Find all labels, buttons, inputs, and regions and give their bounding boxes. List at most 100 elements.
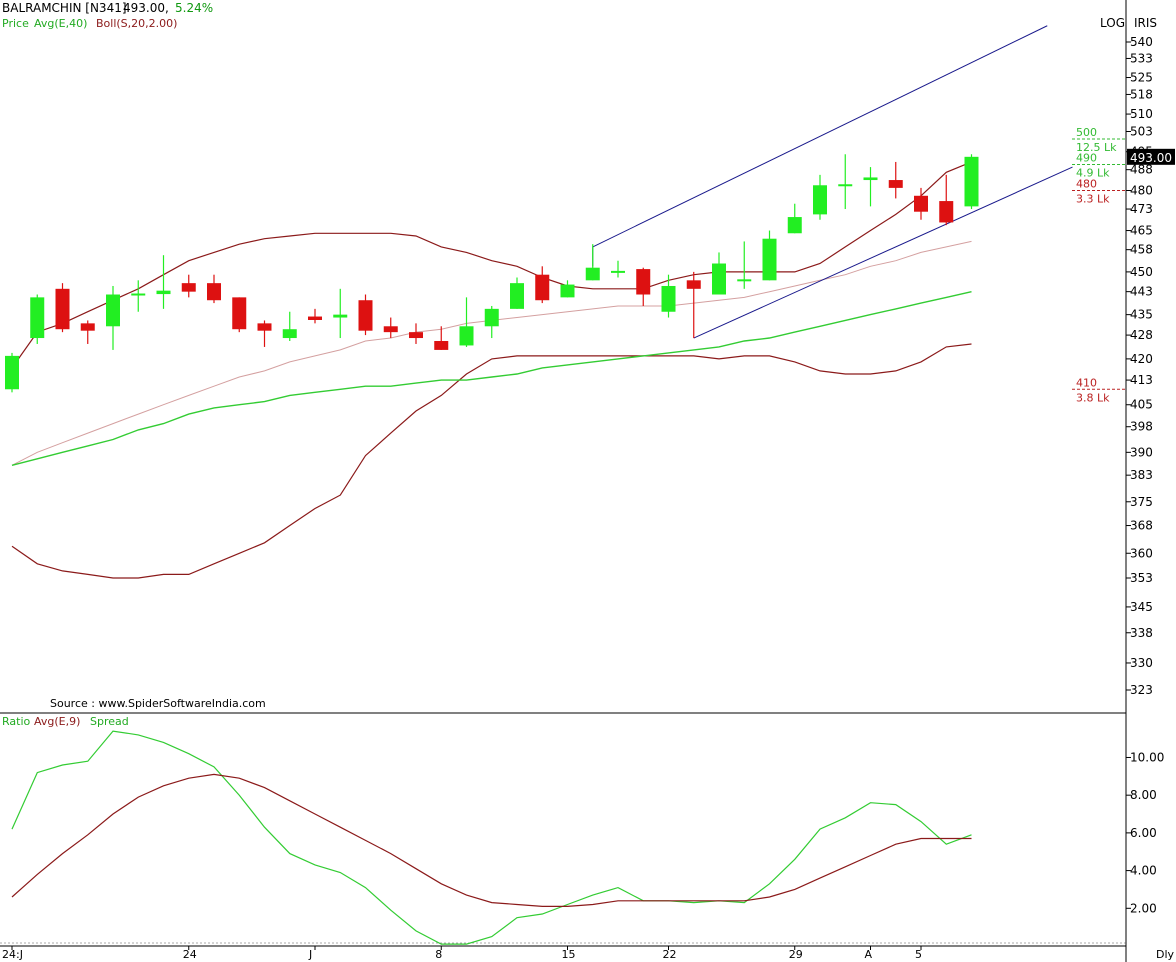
price-tick-label: 323 — [1130, 683, 1153, 697]
candle — [661, 274, 676, 318]
candle — [737, 241, 752, 289]
ratio-avg-line — [11, 773, 972, 908]
price-tick-label: 525 — [1130, 71, 1153, 85]
candle-body — [181, 283, 196, 292]
legend-ratio: Ratio — [2, 715, 31, 728]
change-label: 5.24% — [175, 1, 213, 15]
candle — [30, 294, 45, 344]
candle-body — [762, 238, 777, 281]
date-tick-label: 5 — [915, 948, 922, 961]
channel-upper-line — [592, 25, 1048, 248]
candle — [257, 320, 272, 347]
candle — [813, 174, 827, 220]
candle-body — [358, 300, 373, 331]
candle-body — [964, 156, 979, 207]
ratio-tick-label: 10.00 — [1130, 750, 1164, 764]
candle — [712, 252, 726, 295]
price-tick-label: 465 — [1130, 224, 1153, 238]
candle — [787, 203, 802, 234]
price-axis: 5405335255185105034954884804734654584504… — [1126, 35, 1175, 697]
price-tick-label: 330 — [1130, 656, 1153, 670]
candle — [964, 154, 979, 210]
candle-body — [308, 316, 322, 320]
price-label: 493.00, — [123, 1, 169, 15]
candle — [838, 154, 853, 210]
volume-profile-price: 500 — [1076, 126, 1097, 139]
candle — [106, 285, 120, 350]
ratio-tick-label: 8.00 — [1130, 788, 1157, 802]
candle-body — [80, 323, 95, 331]
candle — [333, 288, 348, 339]
price-tick-label: 353 — [1130, 571, 1153, 585]
candle-body — [257, 323, 272, 331]
price-tick-label: 360 — [1130, 546, 1153, 560]
candle-body — [434, 340, 449, 350]
price-tick-label: 368 — [1130, 519, 1153, 533]
channel-lower-line — [693, 166, 1073, 339]
candle — [55, 283, 70, 333]
legend-avg: Avg(E,40) — [34, 17, 87, 30]
scale-mode-label[interactable]: LOG — [1100, 16, 1125, 30]
candle-body — [510, 283, 524, 309]
candle-body — [939, 201, 954, 223]
candle-body — [333, 314, 348, 318]
date-axis: 24:J 24 J 8 15 22 29 A 5 — [2, 946, 922, 961]
candle-body — [156, 290, 171, 295]
price-tick-label: 510 — [1130, 107, 1153, 121]
price-tick-label: 480 — [1130, 184, 1153, 198]
legend-ratio-avg: Avg(E,9) — [34, 715, 80, 728]
price-tick-label: 503 — [1130, 124, 1153, 138]
candle — [207, 274, 221, 304]
legend-boll: Boll(S,20,2.00) — [96, 17, 177, 30]
price-tick-label: 338 — [1130, 626, 1153, 640]
symbol-label: BALRAMCHIN [N341] — [2, 1, 127, 15]
candle — [409, 323, 423, 344]
candle — [383, 317, 398, 339]
periodicity-label: Dly — [1156, 948, 1175, 961]
candle-body — [813, 185, 827, 215]
date-tick-label: J — [308, 948, 312, 961]
candle-body — [131, 293, 146, 296]
price-tick-label: 428 — [1130, 328, 1153, 342]
candle-body — [560, 284, 575, 298]
candle-body — [585, 267, 600, 281]
candle-body — [888, 180, 903, 188]
candle — [308, 308, 322, 324]
price-tick-label: 390 — [1130, 445, 1153, 459]
volume-profile-price: 490 — [1076, 152, 1097, 165]
legend-spread: Spread — [90, 715, 129, 728]
candle — [5, 352, 19, 393]
ratio-tick-label: 6.00 — [1130, 826, 1157, 840]
price-tick-label: 518 — [1130, 87, 1153, 101]
date-tick-label: 29 — [789, 948, 803, 961]
ema40-line — [11, 291, 972, 466]
candle — [762, 230, 777, 281]
candle — [888, 161, 903, 199]
candle-body — [106, 294, 120, 327]
price-tick-label: 443 — [1130, 285, 1153, 299]
candles — [5, 154, 979, 393]
bollinger-mid-line — [11, 240, 972, 466]
candle-body — [30, 297, 45, 339]
candle-body — [636, 269, 651, 295]
price-tick-label: 473 — [1130, 202, 1153, 216]
indicator-lines — [11, 25, 1073, 579]
candle — [181, 274, 196, 298]
candle-body — [232, 297, 247, 330]
candle-body — [838, 184, 853, 187]
volume-profile-volume: 3.3 Lk — [1076, 193, 1110, 206]
candle — [611, 260, 625, 278]
date-tick-label: 22 — [663, 948, 677, 961]
candle-body — [914, 195, 928, 212]
price-tick-label: 345 — [1130, 600, 1153, 614]
candle-body — [712, 263, 726, 295]
candle-body — [737, 279, 752, 282]
price-tick-label: 383 — [1130, 468, 1153, 482]
candle — [686, 271, 701, 339]
date-tick-label: 24 — [183, 948, 197, 961]
price-tick-label: 540 — [1130, 35, 1153, 49]
candle-body — [55, 288, 70, 330]
candle-body — [282, 329, 297, 339]
candle-body — [5, 355, 19, 390]
candle-body — [787, 217, 802, 234]
